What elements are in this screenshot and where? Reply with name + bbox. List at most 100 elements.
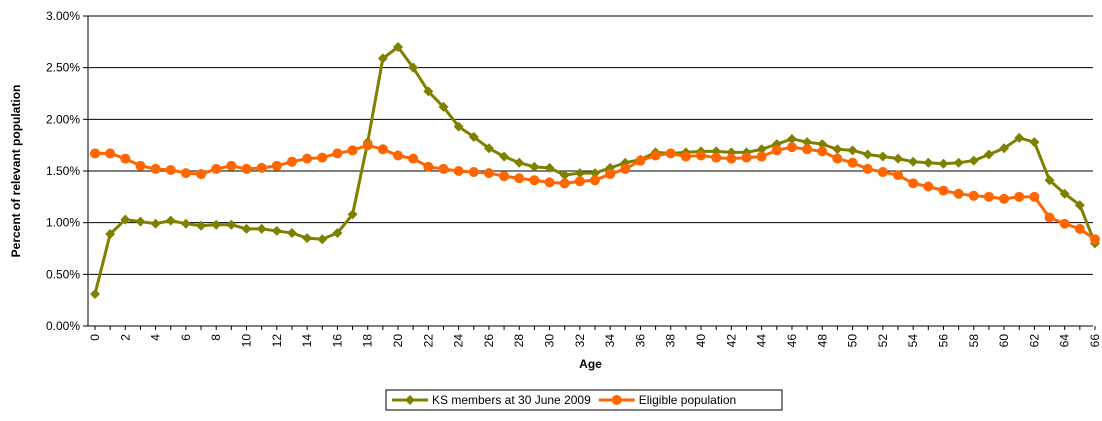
data-point [165, 215, 176, 226]
data-point [726, 153, 737, 164]
data-point [226, 160, 237, 171]
data-point [999, 143, 1010, 154]
data-point [1059, 188, 1070, 199]
y-tick-label: 1.00% [46, 216, 80, 230]
data-point [817, 146, 828, 157]
data-point [862, 163, 873, 174]
data-point [938, 185, 949, 196]
data-point [271, 225, 282, 236]
data-point [1089, 234, 1100, 245]
data-point [589, 175, 600, 186]
x-tick-label: 0 [88, 334, 102, 341]
data-point [211, 219, 222, 230]
x-tick-label: 54 [906, 334, 920, 348]
x-tick-label: 34 [603, 334, 617, 348]
y-axis-title: Percent of relevant population [9, 85, 23, 258]
data-point [544, 177, 555, 188]
data-point [847, 157, 858, 168]
x-tick-label: 24 [452, 334, 466, 348]
data-point [968, 155, 979, 166]
data-point [953, 188, 964, 199]
data-point [393, 150, 404, 161]
data-point [180, 218, 191, 229]
x-tick-label: 30 [543, 334, 557, 348]
data-point [347, 209, 358, 220]
data-point [332, 228, 343, 238]
legend-marker [405, 395, 415, 405]
data-point [180, 168, 191, 179]
data-point [196, 220, 207, 231]
x-tick-label: 32 [573, 334, 587, 348]
data-point [847, 145, 858, 156]
y-tick-label: 2.50% [46, 61, 80, 75]
data-point [317, 234, 328, 245]
data-point [256, 162, 267, 173]
x-tick-label: 44 [755, 334, 769, 348]
data-point [408, 62, 419, 73]
x-tick-label: 58 [967, 334, 981, 348]
y-tick-label: 0.00% [46, 319, 80, 333]
data-point [999, 193, 1010, 204]
data-point [938, 158, 949, 169]
data-point [529, 175, 540, 186]
data-point [968, 190, 979, 201]
data-point [514, 173, 525, 184]
data-point [923, 181, 934, 192]
data-point [741, 152, 752, 163]
data-point [589, 168, 600, 179]
data-point [302, 153, 313, 164]
series-layer [90, 42, 1100, 299]
x-tick-label: 52 [876, 334, 890, 348]
data-point [908, 156, 919, 167]
data-point [438, 163, 449, 174]
legend-label: KS members at 30 June 2009 [432, 393, 591, 407]
data-point [786, 133, 797, 144]
data-point [483, 168, 494, 179]
x-tick-label: 50 [846, 334, 860, 348]
data-point [423, 161, 434, 172]
data-point [256, 223, 267, 234]
data-point [377, 144, 388, 155]
data-point [196, 169, 207, 180]
data-point [286, 156, 297, 167]
data-point [241, 223, 252, 234]
data-point [559, 170, 570, 181]
y-tick-label: 0.50% [46, 267, 80, 281]
data-point [468, 167, 479, 178]
x-tick-label: 36 [633, 334, 647, 348]
data-point [393, 42, 404, 52]
data-point [499, 171, 510, 182]
data-point [908, 178, 919, 189]
data-point [1059, 218, 1070, 229]
data-point [226, 219, 237, 230]
data-point [771, 145, 782, 156]
data-point [453, 166, 464, 176]
data-point [135, 160, 146, 171]
x-tick-label: 66 [1088, 334, 1102, 348]
data-point [1044, 175, 1055, 186]
data-point [711, 152, 722, 163]
legend-label: Eligible population [639, 393, 736, 407]
data-point [135, 216, 146, 227]
y-tick-label: 3.00% [46, 9, 80, 23]
x-tick-label: 64 [1058, 334, 1072, 348]
data-point [559, 178, 570, 189]
data-point [877, 151, 888, 162]
data-point [468, 131, 479, 142]
x-tick-label: 40 [694, 334, 708, 348]
y-tick-label: 2.00% [46, 112, 80, 126]
data-point [832, 153, 843, 164]
data-point [332, 148, 343, 159]
data-point [165, 164, 176, 175]
data-point [90, 148, 100, 159]
data-point [499, 151, 510, 162]
data-point [574, 168, 585, 179]
data-point [105, 229, 116, 240]
data-point [120, 214, 131, 225]
data-point [423, 86, 434, 97]
data-point [241, 163, 252, 174]
data-point [893, 170, 904, 181]
x-tick-label: 10 [240, 334, 254, 348]
data-point [362, 140, 373, 151]
